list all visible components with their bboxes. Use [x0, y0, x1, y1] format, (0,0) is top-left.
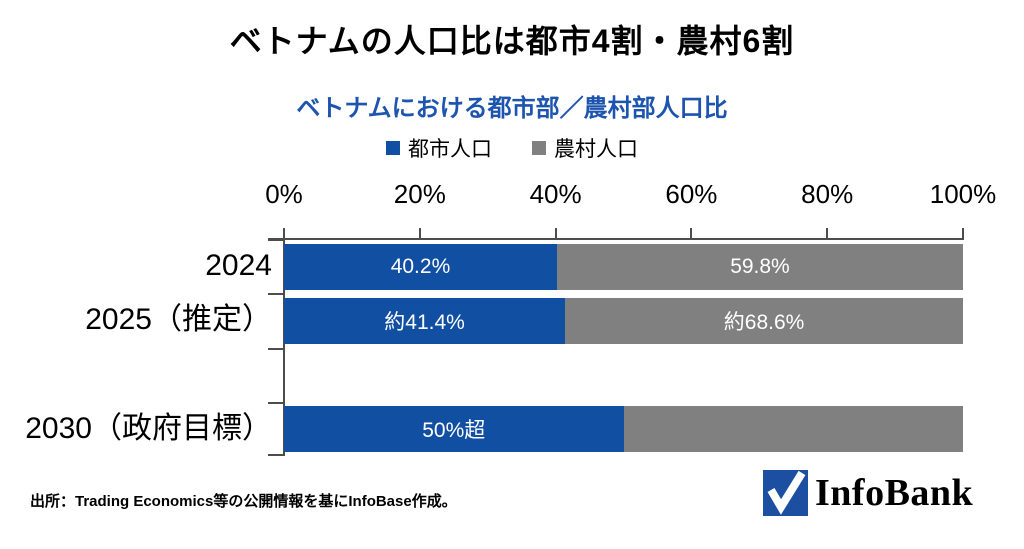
x-axis-tick-label: 100%	[929, 179, 997, 209]
bar-segment-label: 40.2%	[390, 254, 451, 278]
category-tick	[268, 347, 284, 350]
bar-segment-label: 約68.6%	[723, 310, 805, 334]
logo-text: InfoBank	[815, 472, 974, 514]
bar-segment-urban: 約41.4%	[284, 297, 566, 344]
x-axis-tick-label: 60%	[665, 179, 718, 209]
category-tick	[268, 239, 284, 241]
bar-segment-rural	[623, 406, 963, 453]
legend-swatch	[386, 141, 400, 155]
check-icon	[763, 470, 808, 516]
legend-label: 農村人口	[554, 138, 638, 161]
x-axis-tick	[418, 228, 421, 239]
bar-segment-urban: 40.2%	[284, 243, 557, 290]
bar-segment-rural: 約68.6%	[565, 297, 963, 344]
x-axis-tick-label: 80%	[801, 179, 854, 209]
legend-swatch	[532, 141, 546, 155]
category-label: 2024	[205, 249, 272, 283]
bar-segment-label: 50%超	[422, 419, 486, 443]
x-axis-tick-label: 20%	[393, 179, 446, 209]
x-axis-line	[268, 238, 964, 240]
category-tick	[268, 293, 284, 296]
page-title: ベトナムの人口比は都市4割・農村6割	[229, 23, 795, 59]
bar-segment-rural: 59.8%	[556, 243, 963, 290]
chart-legend: 都市人口 農村人口	[0, 133, 1024, 163]
x-axis-tick	[826, 228, 829, 239]
bar-segment-label: 約41.4%	[384, 310, 465, 334]
category-label: 2030（政府目標）	[25, 411, 272, 445]
source-note: 出所：Trading Economics等の公開情報を基にInfoBase作成。	[30, 493, 457, 510]
bar-segment-urban: 50%超	[284, 406, 624, 453]
x-axis-tick	[554, 228, 557, 239]
x-axis-tick-label: 0%	[265, 179, 303, 209]
legend-item: 都市人口	[386, 133, 492, 163]
bar-row: 約41.4% 約68.6%	[284, 297, 963, 344]
legend-item: 農村人口	[532, 133, 638, 163]
category-tick	[268, 401, 284, 404]
x-axis-tick	[962, 228, 964, 239]
bar-row: 40.2% 59.8%	[284, 243, 963, 290]
plot-area: 0% 20% 40% 60% 80% 100% 40.2% 59.8% 約41.4% 約68.6%…	[265, 179, 996, 456]
logo: InfoBank	[763, 470, 973, 516]
bar-segment-label: 59.8%	[730, 254, 790, 278]
category-label: 2025（推定）	[85, 303, 272, 337]
chart-subtitle: ベトナムにおける都市部／農村部人口比	[296, 95, 728, 122]
x-axis-tick	[690, 228, 693, 239]
category-tick	[268, 454, 284, 456]
bar-row: 50%超	[284, 406, 963, 453]
x-axis-tick-label: 40%	[529, 179, 582, 209]
legend-label: 都市人口	[408, 138, 492, 161]
